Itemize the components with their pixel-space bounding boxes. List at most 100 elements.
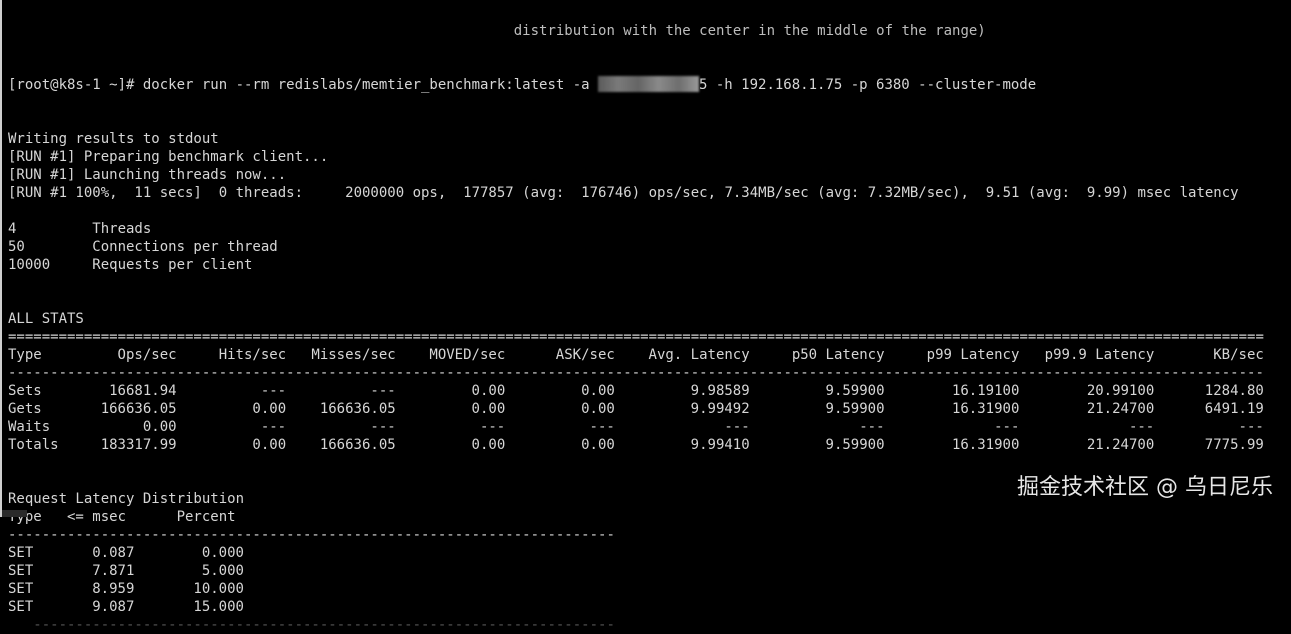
stats-row: Gets 166636.05 0.00 166636.05 0.00 0.00 9.9949… bbox=[8, 400, 1264, 418]
cell: 10.000 bbox=[193, 581, 244, 597]
cell: 8.959 bbox=[92, 581, 135, 597]
separator-dashed: ----------------------------------------… bbox=[8, 365, 1264, 381]
latency-row: SET 9.087 15.000 bbox=[8, 598, 1264, 616]
cell: 21.24700 bbox=[1086, 437, 1155, 453]
stats-row: Sets 16681.94 --- --- 0.00 0.00 9.98589 9.59900… bbox=[8, 382, 1264, 400]
cell: 0.087 bbox=[92, 545, 135, 561]
cell: --- bbox=[859, 419, 885, 435]
cell: 0.00 bbox=[581, 437, 615, 453]
cell: --- bbox=[260, 419, 287, 435]
cell: p99 Latency bbox=[926, 347, 1020, 363]
cell: 0.00 bbox=[252, 401, 287, 417]
cell: Misses/sec bbox=[311, 347, 396, 363]
latency-row: SET 7.871 5.000 bbox=[8, 562, 1264, 580]
cell: 20.99100 bbox=[1086, 383, 1155, 399]
output-line bbox=[8, 292, 1264, 310]
cell: 0.00 bbox=[471, 383, 506, 399]
cell: KB/sec bbox=[1213, 347, 1264, 363]
terminal-output: distribution with the center in the midd… bbox=[8, 0, 1264, 634]
cell: SET bbox=[8, 581, 34, 597]
cell: 9.98589 bbox=[690, 383, 750, 399]
cell: --- bbox=[370, 383, 396, 399]
command-text: [root@k8s-1 ~]# docker run --rm redislab… bbox=[8, 77, 599, 93]
output-line: 4 Threads bbox=[8, 221, 152, 237]
cell: Gets bbox=[8, 401, 42, 417]
cell: 9.087 bbox=[92, 599, 135, 615]
cell: 0.000 bbox=[201, 545, 244, 561]
command-line: [root@k8s-1 ~]# docker run --rm redislab… bbox=[8, 76, 1264, 94]
cell: 0.00 bbox=[471, 437, 506, 453]
cell: --- bbox=[370, 419, 396, 435]
cell: Sets bbox=[8, 383, 42, 399]
cell: ASK/sec bbox=[555, 347, 615, 363]
cell: 166636.05 bbox=[319, 401, 396, 417]
cell: 16.31900 bbox=[951, 437, 1020, 453]
cell: --- bbox=[1128, 419, 1155, 435]
output-line: [RUN #1] Preparing benchmark client... bbox=[8, 149, 329, 165]
output-line: [RUN #1 100%, 11 secs] 0 threads: 200000… bbox=[8, 185, 1239, 201]
latency-header-row: Type <= msec Percent bbox=[8, 508, 1264, 526]
cell: 0.00 bbox=[581, 401, 615, 417]
cell: Totals bbox=[8, 437, 59, 453]
command-text-rest: 5 -h 192.168.1.75 -p 6380 --cluster-mode bbox=[699, 77, 1037, 93]
cell: SET bbox=[8, 545, 34, 561]
cell: <= msec bbox=[67, 509, 127, 525]
cell: Type bbox=[8, 347, 42, 363]
cell: Percent bbox=[176, 509, 236, 525]
redacted-block bbox=[598, 76, 700, 92]
output-line: 10000 Requests per client bbox=[8, 257, 253, 273]
latency-row: SET 0.087 0.000 bbox=[8, 544, 1264, 562]
stats-header-row: Type Ops/sec Hits/sec Misses/sec MOVED/sec AS… bbox=[8, 346, 1264, 364]
cell: --- bbox=[479, 419, 506, 435]
cell: 0.00 bbox=[471, 401, 506, 417]
cell: 15.000 bbox=[193, 599, 244, 615]
separator-dashed-partial: ----------------------------------------… bbox=[8, 617, 615, 633]
scrollbar-corner bbox=[2, 510, 27, 517]
partial-top-line: distribution with the center in the midd… bbox=[8, 23, 986, 39]
output-line bbox=[8, 202, 1264, 220]
latency-title: Request Latency Distribution bbox=[8, 491, 245, 507]
cell: 9.59900 bbox=[825, 401, 885, 417]
cell: 166636.05 bbox=[319, 437, 396, 453]
separator-double: ========================================… bbox=[8, 329, 1264, 345]
cell: --- bbox=[1238, 419, 1264, 435]
cell: Ops/sec bbox=[117, 347, 177, 363]
cell: 0.00 bbox=[581, 383, 615, 399]
cell: 1284.80 bbox=[1204, 383, 1264, 399]
cell: --- bbox=[994, 419, 1020, 435]
cell: 9.59900 bbox=[825, 437, 885, 453]
output-line: 50 Connections per thread bbox=[8, 239, 278, 255]
latency-row: SET 8.959 10.000 bbox=[8, 580, 1264, 598]
cell: Avg. Latency bbox=[648, 347, 750, 363]
cell: 16.19100 bbox=[951, 383, 1020, 399]
cell: p50 Latency bbox=[791, 347, 885, 363]
cell: 6491.19 bbox=[1204, 401, 1264, 417]
separator-dashed: ----------------------------------------… bbox=[8, 527, 615, 543]
cell: 166636.05 bbox=[100, 401, 177, 417]
output-line: [RUN #1] Launching threads now... bbox=[8, 167, 287, 183]
cell: 16681.94 bbox=[109, 383, 177, 399]
cell: MOVED/sec bbox=[429, 347, 506, 363]
cell: 5.000 bbox=[201, 563, 244, 579]
cell: Hits/sec bbox=[218, 347, 287, 363]
cell: 9.99410 bbox=[690, 437, 750, 453]
cell: --- bbox=[589, 419, 615, 435]
stats-row: Waits 0.00 --- --- --- --- --- --- --- --- --- bbox=[8, 418, 1264, 436]
cell: --- bbox=[724, 419, 750, 435]
cell: 183317.99 bbox=[100, 437, 177, 453]
cell: p99.9 Latency bbox=[1044, 347, 1155, 363]
cell: SET bbox=[8, 599, 34, 615]
watermark: 掘金技术社区 @ 乌日尼乐 bbox=[1017, 475, 1273, 500]
output-line: ALL STATS bbox=[8, 311, 84, 327]
output-line: Writing results to stdout bbox=[8, 131, 219, 147]
output-line bbox=[8, 274, 1264, 292]
cell: 16.31900 bbox=[951, 401, 1020, 417]
cell: --- bbox=[260, 383, 287, 399]
cell: 9.59900 bbox=[825, 383, 885, 399]
cell: 7.871 bbox=[92, 563, 135, 579]
cell: Waits bbox=[8, 419, 51, 435]
cell: 0.00 bbox=[142, 419, 177, 435]
cell: 0.00 bbox=[252, 437, 287, 453]
stats-row: Totals 183317.99 0.00 166636.05 0.00 0.00 9.99… bbox=[8, 436, 1264, 454]
